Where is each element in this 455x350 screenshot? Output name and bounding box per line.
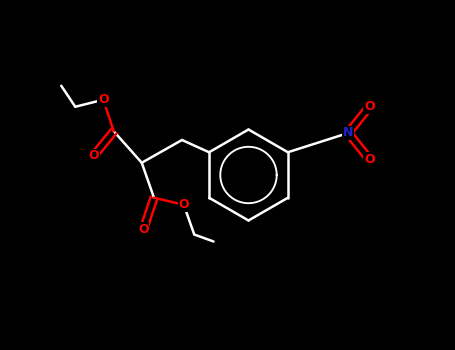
Text: N: N [343, 126, 354, 140]
Text: O: O [138, 223, 149, 236]
Text: O: O [178, 198, 189, 211]
Text: O: O [364, 100, 374, 113]
Text: O: O [98, 93, 109, 106]
Text: O: O [364, 153, 374, 166]
Text: O: O [88, 149, 99, 162]
